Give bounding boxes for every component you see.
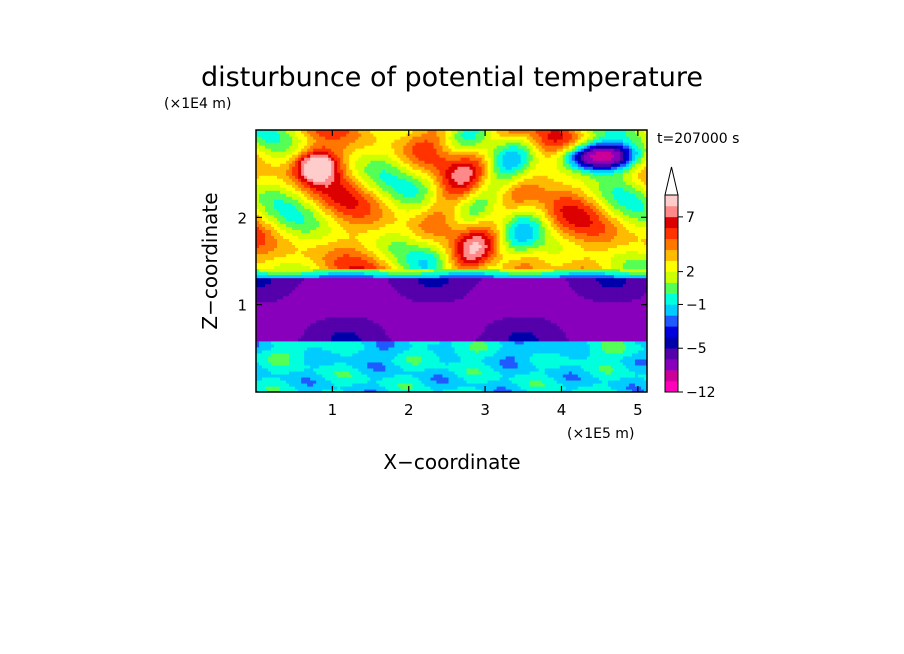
colorbar-box bbox=[665, 337, 678, 349]
x-tick-label: 3 bbox=[480, 401, 490, 419]
colorbar-box bbox=[665, 348, 678, 360]
x-tick-label: 5 bbox=[633, 401, 643, 419]
y-tick-label: 2 bbox=[237, 209, 247, 227]
colorbar-tick-label: 7 bbox=[686, 210, 695, 226]
colorbar-tick-label: −1 bbox=[686, 297, 707, 313]
colorbar-box bbox=[665, 271, 678, 283]
colorbar-box bbox=[665, 249, 678, 261]
colorbar-box bbox=[665, 315, 678, 327]
time-label: t=207000 s bbox=[657, 131, 739, 147]
colorbar: 7 2 −1 −5 −12 bbox=[664, 166, 716, 401]
colorbar-tick-label: −12 bbox=[686, 385, 716, 401]
colorbar-box bbox=[665, 205, 678, 218]
y-tick-label: 1 bbox=[237, 297, 247, 315]
colorbar-box bbox=[665, 370, 678, 382]
x-tick-label: 2 bbox=[404, 401, 414, 419]
x-axis-label: X−coordinate bbox=[383, 450, 520, 474]
colorbar-box bbox=[665, 326, 678, 338]
colorbar-tick-label: 2 bbox=[686, 265, 695, 281]
colorbar-box bbox=[665, 381, 678, 393]
colorbar-box bbox=[665, 260, 678, 272]
colorbar-box bbox=[665, 304, 678, 316]
chart-title: disturbunce of potential temperature bbox=[201, 62, 703, 93]
colorbar-box bbox=[665, 227, 678, 240]
plot-frame bbox=[255, 129, 648, 393]
x-tick-label: 1 bbox=[328, 401, 338, 419]
contour-field bbox=[256, 130, 647, 392]
colorbar-box bbox=[665, 282, 678, 294]
x-axis: 1 2 3 4 5 bbox=[328, 130, 643, 419]
colorbar-box bbox=[665, 216, 678, 229]
y-unit-label: (×1E4 m) bbox=[164, 96, 231, 112]
colorbar-box bbox=[665, 238, 678, 251]
colorbar-tick-label: −5 bbox=[686, 341, 707, 357]
colorbar-box bbox=[665, 293, 678, 305]
x-tick-label: 4 bbox=[557, 401, 567, 419]
colorbar-box bbox=[665, 359, 678, 371]
colorbar-extend-arrow bbox=[664, 166, 679, 196]
y-axis-label: Z−coordinate bbox=[198, 192, 222, 329]
colorbar-box bbox=[665, 195, 678, 207]
x-unit-label: (×1E5 m) bbox=[567, 426, 634, 442]
y-axis: 12 bbox=[237, 209, 647, 315]
